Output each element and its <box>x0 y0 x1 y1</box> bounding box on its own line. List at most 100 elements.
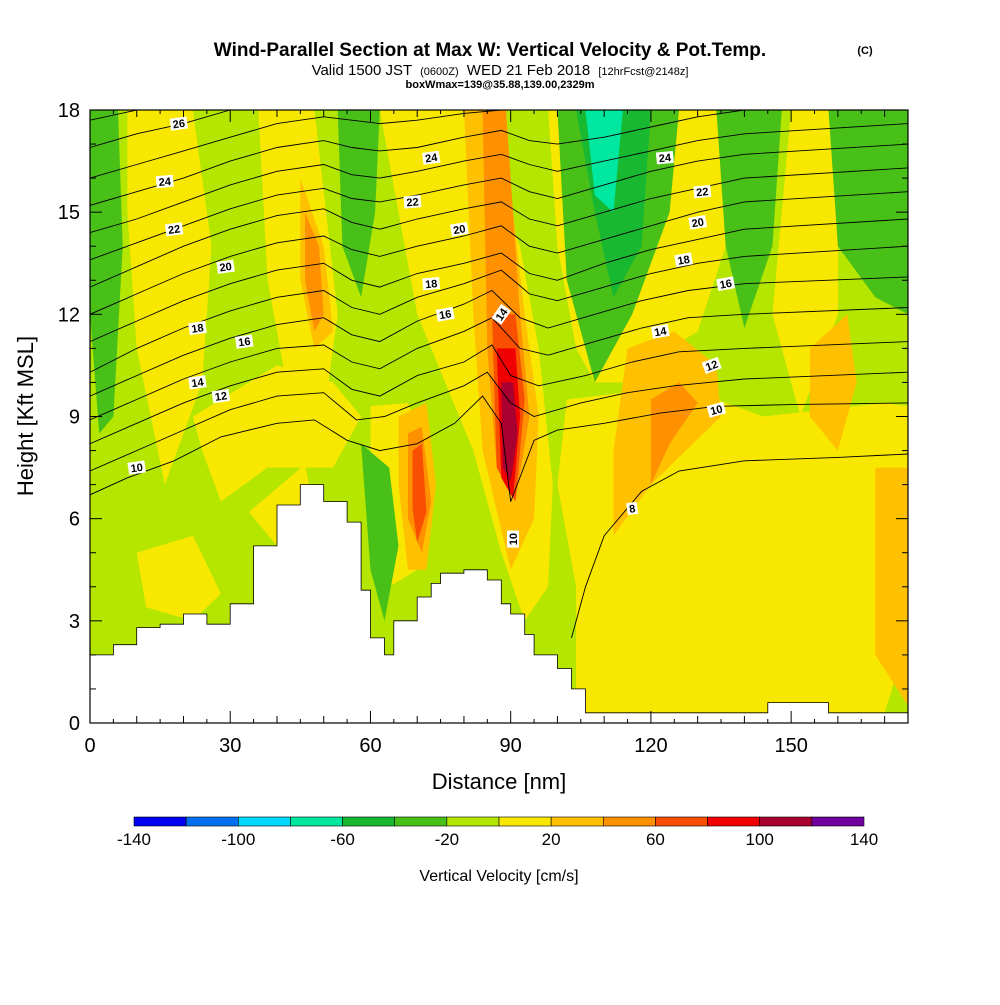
theta-label-bg <box>155 174 174 189</box>
theta-label-text: 18 <box>677 254 691 268</box>
x-tick-label: 90 <box>500 735 522 757</box>
theta-label-text: 22 <box>167 223 181 237</box>
theta-label-bg <box>674 252 694 268</box>
theta-label-bg <box>693 184 712 199</box>
theta-label-bg <box>235 334 254 349</box>
theta-label-bg <box>188 375 207 390</box>
theta-label-9: 26 <box>169 116 189 132</box>
valid-date: WED 21 Feb 2018 <box>467 62 590 79</box>
velocity-region-26 <box>337 110 380 298</box>
copyright-mark: (C) <box>857 45 873 57</box>
velocity-region-27 <box>361 443 399 621</box>
colorbar-tick-label-5: 60 <box>646 830 665 849</box>
velocity-region-1 <box>127 110 212 485</box>
theta-label-5: 18 <box>188 320 207 336</box>
colorbar-tick-label-7: 140 <box>850 830 878 849</box>
valid-prefix: Valid 1500 JST <box>312 62 412 79</box>
colorbar-tick-label-1: -100 <box>221 830 255 849</box>
velocity-region-15 <box>809 314 857 451</box>
theta-label-20: 20 <box>688 215 708 230</box>
theta-label-text: 14 <box>653 325 668 339</box>
colorbar-swatch-7 <box>498 816 552 827</box>
theta-contour-9 <box>90 167 908 288</box>
theta-label-text: 12 <box>704 359 720 374</box>
colorbar-swatch-1 <box>185 816 239 827</box>
colorbar-swatch-13 <box>811 816 865 827</box>
velocity-region-9 <box>557 392 908 713</box>
theta-contour-3 <box>90 341 908 445</box>
theta-label-bg <box>449 221 469 237</box>
velocity-region-3 <box>136 535 221 621</box>
velocity-region-17 <box>305 212 324 332</box>
velocity-region-30 <box>828 110 908 315</box>
theta-label-17: 18 <box>422 276 441 291</box>
theta-contour-layer <box>90 110 908 639</box>
velocity-region-29 <box>716 110 782 328</box>
theta-contour-4 <box>90 307 908 421</box>
theta-label-22: 22 <box>693 184 712 199</box>
theta-label-4: 16 <box>235 334 254 349</box>
theta-contour-2 <box>90 371 908 472</box>
theta-label-bg <box>435 306 455 322</box>
theta-label-2: 12 <box>211 388 231 404</box>
theta-label-bg <box>421 150 441 165</box>
theta-label-18: 18 <box>674 252 694 268</box>
theta-label-text: 16 <box>719 278 733 292</box>
theta-label-text: 18 <box>191 322 205 336</box>
theta-label-text: 24 <box>158 176 172 189</box>
theta-label-15: 16 <box>435 306 455 322</box>
theta-label-text: 12 <box>214 390 228 404</box>
theta-label-text: 10 <box>709 403 724 418</box>
theta-label-text: 16 <box>438 308 452 322</box>
colorbar-swatch-12 <box>759 816 813 827</box>
terrain-layer <box>90 484 908 723</box>
x-tick-label: 120 <box>634 735 667 757</box>
theta-label-19: 20 <box>449 221 469 237</box>
y-tick-label: 3 <box>69 611 80 633</box>
colorbar-tick-label-4: 20 <box>542 830 561 849</box>
theta-label-text: 8 <box>628 503 636 516</box>
theta-label-6: 20 <box>216 259 235 274</box>
theta-label-text: 16 <box>238 336 252 350</box>
theta-label-10: 10 <box>507 530 520 548</box>
theta-label-bg <box>216 259 235 274</box>
axis-layer: 0 30 60 90 120 150 0 3 6 9 12 15 18 <box>58 100 909 757</box>
theta-contour-11 <box>90 123 908 234</box>
box-info: boxWmax=139@35.88,139.00,2329m <box>406 79 595 91</box>
theta-label-13: 14 <box>650 324 670 339</box>
forecast-info: [12hrFcst@2148z] <box>598 66 688 78</box>
x-tick-label: 150 <box>774 735 807 757</box>
theta-label-0: 8 <box>626 501 639 516</box>
x-axis-label: Distance [nm] <box>432 769 567 794</box>
theta-contour-15 <box>90 110 137 121</box>
theta-contour-12 <box>90 110 745 206</box>
velocity-region-25 <box>90 110 123 434</box>
colorbar-tick-label-3: -20 <box>435 830 460 849</box>
theta-label-bg <box>706 401 727 418</box>
theta-label-bg <box>169 116 189 131</box>
theta-label-bg <box>701 356 722 374</box>
theta-label-text: 26 <box>172 118 186 132</box>
valid-utc: (0600Z) <box>420 66 459 78</box>
theta-contour-6 <box>90 245 908 373</box>
colorbar-tick-label-6: 100 <box>746 830 774 849</box>
theta-label-text: 22 <box>696 186 709 199</box>
colorbar-tick-label-2: -60 <box>330 830 355 849</box>
colorbar-swatch-10 <box>655 816 708 827</box>
theta-label-text: 20 <box>691 216 705 230</box>
theta-label-text: 24 <box>424 152 439 166</box>
colorbar-label: Vertical Velocity [cm/s] <box>419 868 578 885</box>
theta-label-12: 12 <box>701 356 722 374</box>
theta-label-7: 22 <box>164 222 184 237</box>
colorbar-swatch-2 <box>237 816 291 827</box>
theta-label-bg <box>655 150 674 165</box>
theta-label-text: 24 <box>658 152 672 165</box>
theta-label-21: 22 <box>403 195 422 209</box>
y-tick-label: 6 <box>69 509 80 531</box>
terrain-fill <box>90 484 908 723</box>
colorbar-swatch-0 <box>133 816 187 827</box>
y-tick-label: 9 <box>69 407 80 429</box>
colorbar-swatch-4 <box>342 816 396 827</box>
y-tick-label: 15 <box>58 202 80 224</box>
y-axis-label: Height [Kft MSL] <box>13 336 38 496</box>
